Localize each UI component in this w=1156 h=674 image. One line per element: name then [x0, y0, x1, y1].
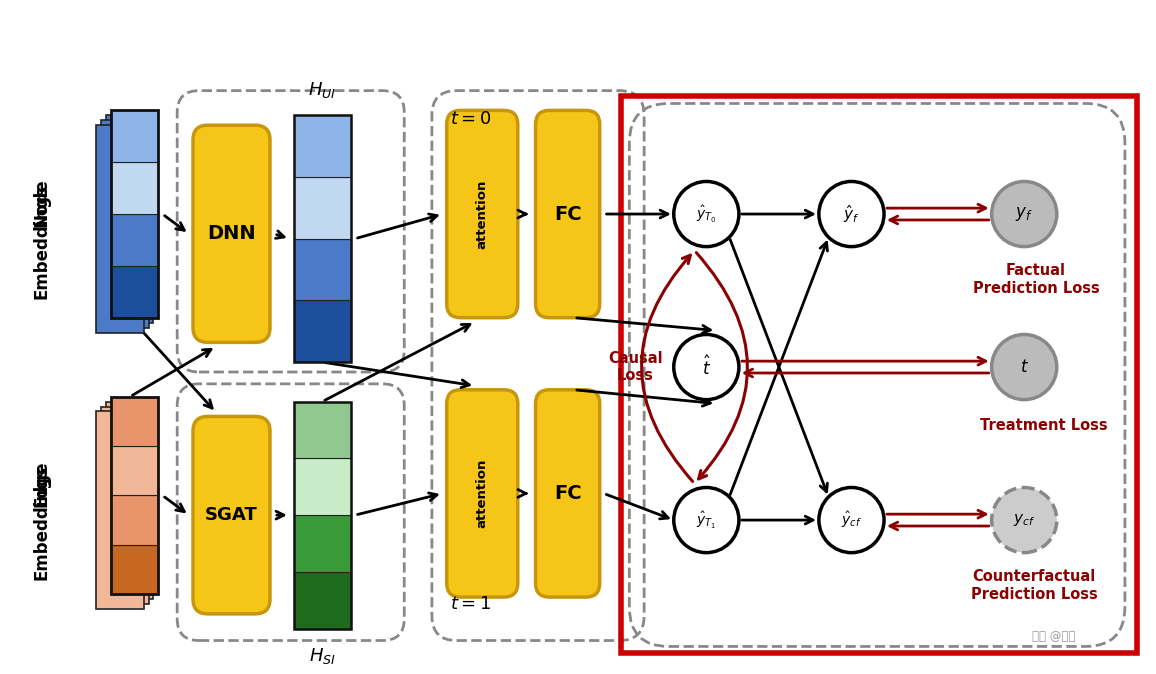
Text: $t$: $t$: [1020, 358, 1029, 376]
Bar: [111, 111, 158, 317]
Text: $t=1$: $t=1$: [450, 595, 490, 613]
Bar: [294, 177, 351, 239]
Text: $\hat{y}_{T_0}$: $\hat{y}_{T_0}$: [696, 204, 717, 224]
Circle shape: [992, 181, 1057, 247]
Bar: [102, 406, 149, 604]
Text: Embeddings: Embeddings: [32, 466, 51, 580]
Text: attention: attention: [476, 179, 489, 249]
Bar: [102, 120, 149, 328]
Circle shape: [818, 181, 884, 247]
Bar: [294, 301, 351, 362]
Text: FC: FC: [554, 484, 581, 503]
Bar: [294, 515, 351, 572]
FancyBboxPatch shape: [535, 111, 600, 317]
Bar: [106, 115, 154, 323]
FancyBboxPatch shape: [193, 125, 271, 342]
Text: $\hat{y}_{T_1}$: $\hat{y}_{T_1}$: [696, 510, 717, 530]
Bar: [111, 111, 158, 162]
Bar: [294, 458, 351, 515]
Text: $t=0$: $t=0$: [450, 111, 491, 128]
Bar: [294, 402, 351, 629]
Bar: [111, 495, 158, 545]
Bar: [294, 115, 351, 177]
Bar: [111, 162, 158, 214]
Text: DNN: DNN: [207, 224, 255, 243]
Text: $H_{UI}$: $H_{UI}$: [309, 80, 336, 100]
Bar: [294, 402, 351, 458]
Text: $H_{SI}$: $H_{SI}$: [309, 646, 335, 667]
Text: $y_{cf}$: $y_{cf}$: [1013, 512, 1036, 528]
Text: FC: FC: [554, 204, 581, 224]
Bar: [111, 446, 158, 495]
Bar: [294, 572, 351, 629]
Text: Edge: Edge: [32, 460, 51, 507]
FancyBboxPatch shape: [193, 417, 271, 614]
Bar: [96, 125, 143, 332]
Text: Causal
Loss: Causal Loss: [608, 351, 662, 384]
FancyBboxPatch shape: [446, 390, 518, 597]
Bar: [294, 239, 351, 301]
Text: 知乎 @水哥: 知乎 @水哥: [1032, 630, 1075, 644]
Text: Embeddings: Embeddings: [32, 184, 51, 299]
Text: $\hat{t}$: $\hat{t}$: [702, 355, 711, 379]
Text: Node: Node: [32, 178, 51, 226]
Bar: [622, 96, 1136, 653]
Text: $\hat{y}_f$: $\hat{y}_f$: [843, 203, 860, 225]
Text: $\hat{y}_{cf}$: $\hat{y}_{cf}$: [842, 510, 862, 530]
Text: $y_f$: $y_f$: [1015, 205, 1033, 223]
Bar: [106, 402, 154, 599]
Bar: [294, 115, 351, 362]
Circle shape: [992, 487, 1057, 553]
Circle shape: [674, 181, 739, 247]
Bar: [111, 397, 158, 446]
FancyBboxPatch shape: [535, 390, 600, 597]
Circle shape: [992, 334, 1057, 400]
Circle shape: [674, 334, 739, 400]
FancyBboxPatch shape: [446, 111, 518, 317]
Bar: [111, 266, 158, 317]
Bar: [111, 214, 158, 266]
Circle shape: [674, 487, 739, 553]
Text: Counterfactual
Prediction Loss: Counterfactual Prediction Loss: [971, 570, 1097, 602]
Text: Factual
Prediction Loss: Factual Prediction Loss: [972, 264, 1099, 296]
Bar: [96, 412, 143, 609]
Text: SGAT: SGAT: [205, 506, 258, 524]
Bar: [111, 545, 158, 594]
Text: attention: attention: [476, 459, 489, 528]
Text: Treatment Loss: Treatment Loss: [980, 419, 1107, 433]
Circle shape: [818, 487, 884, 553]
Bar: [111, 397, 158, 594]
